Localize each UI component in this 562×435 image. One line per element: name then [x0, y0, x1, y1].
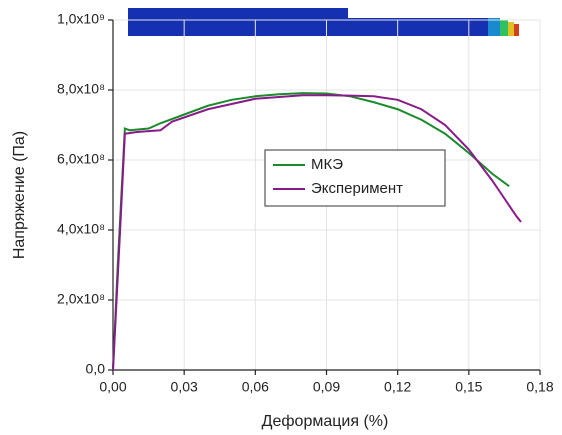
chart: Деформация (%) Напряжение (Па) 0,0 2,0x10…: [0, 0, 562, 435]
y-tick-label: 8,0x10⁸: [57, 81, 105, 97]
y-tick-label: 0,0: [86, 361, 106, 377]
data-line: [113, 93, 509, 370]
x-tick-label: 0,12: [384, 379, 411, 395]
x-axis-title: Деформация (%): [262, 413, 389, 430]
inset-bar: [128, 8, 348, 36]
x-tick-label: 0,00: [99, 379, 126, 395]
y-axis-title: Напряжение (Па): [11, 131, 28, 259]
x-tick-label: 0,06: [242, 379, 269, 395]
data-line: [113, 95, 521, 370]
inset-bar: [508, 22, 514, 36]
x-tick-label: 0,09: [313, 379, 340, 395]
y-tick-label: 4,0x10⁸: [57, 221, 105, 237]
legend-label: МКЭ: [311, 156, 343, 173]
y-tick-label: 6,0x10⁸: [57, 151, 105, 167]
inset-bar: [488, 18, 500, 36]
inset-bar: [348, 18, 488, 36]
x-tick-label: 0,03: [171, 379, 198, 395]
x-tick-label: 0,15: [455, 379, 482, 395]
model-inset: [128, 8, 519, 36]
legend-box: [265, 150, 445, 206]
inset-bar: [514, 24, 519, 36]
x-tick-label: 0,18: [526, 379, 553, 395]
inset-bar: [500, 20, 508, 36]
y-tick-label: 1,0x10⁹: [57, 11, 105, 27]
legend-label: Эксперимент: [311, 180, 403, 197]
y-tick-label: 2,0x10⁸: [57, 291, 105, 307]
